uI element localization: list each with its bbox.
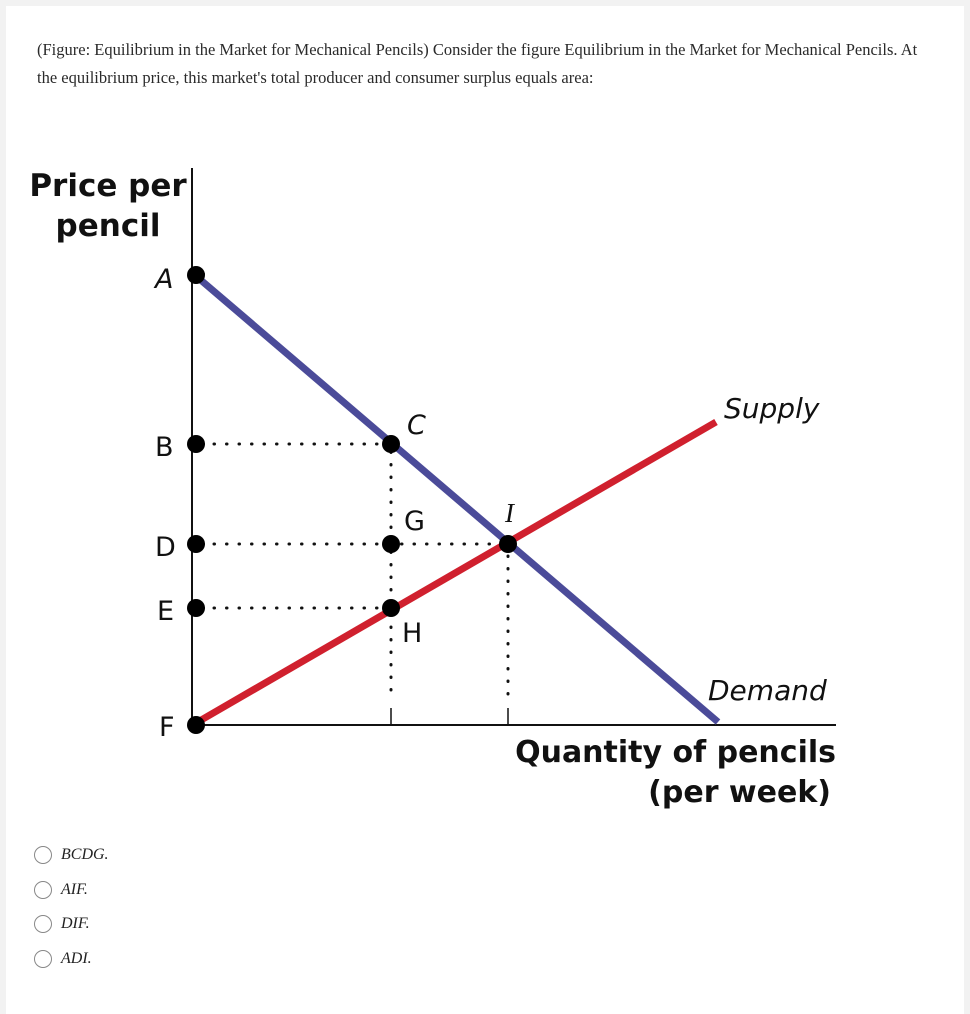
- supply-label: Supply: [724, 392, 820, 425]
- option-label: AIF.: [61, 880, 88, 898]
- y-axis-label-line2: pencil: [56, 208, 161, 244]
- label-C: C: [407, 410, 426, 441]
- radio-button[interactable]: [34, 846, 52, 865]
- option-aif[interactable]: AIF.: [34, 873, 109, 908]
- point-B: [187, 435, 205, 453]
- option-label: BCDG.: [61, 846, 109, 864]
- x-axis-label-line2: (per week): [648, 775, 831, 810]
- radio-button[interactable]: [34, 915, 52, 934]
- label-I: I: [504, 498, 516, 528]
- label-D: D: [155, 532, 176, 563]
- point-G: [382, 535, 400, 553]
- point-E: [187, 599, 205, 617]
- option-label: ADI.: [61, 950, 92, 968]
- demand-curve: [193, 273, 721, 725]
- point-D: [187, 535, 205, 553]
- answer-options: BCDG. AIF. DIF. ADI.: [34, 838, 109, 976]
- equilibrium-figure: Price per pencil Quantity of pencils (pe…: [29, 168, 836, 810]
- y-axis-label-line1: Price per: [29, 168, 187, 204]
- point-C: [382, 435, 400, 453]
- label-H: H: [402, 618, 422, 649]
- label-G: G: [404, 506, 425, 537]
- option-bcdg[interactable]: BCDG.: [34, 838, 109, 873]
- label-A: A: [153, 264, 173, 295]
- point-A: [187, 266, 205, 284]
- label-B: B: [155, 432, 174, 463]
- option-label: DIF.: [61, 915, 90, 933]
- point-F: [187, 716, 205, 734]
- label-F: F: [159, 712, 175, 743]
- question-text: (Figure: Equilibrium in the Market for M…: [37, 40, 918, 87]
- label-E: E: [157, 596, 174, 627]
- point-H: [382, 599, 400, 617]
- radio-button[interactable]: [34, 880, 52, 899]
- option-adi[interactable]: ADI.: [34, 942, 109, 977]
- x-axis-label-line1: Quantity of pencils: [515, 735, 836, 770]
- radio-button[interactable]: [34, 950, 52, 969]
- question-card: (Figure: Equilibrium in the Market for M…: [6, 6, 964, 1014]
- demand-label: Demand: [708, 674, 827, 707]
- option-dif[interactable]: DIF.: [34, 907, 109, 942]
- point-I: [499, 535, 517, 553]
- supply-curve: [194, 418, 718, 727]
